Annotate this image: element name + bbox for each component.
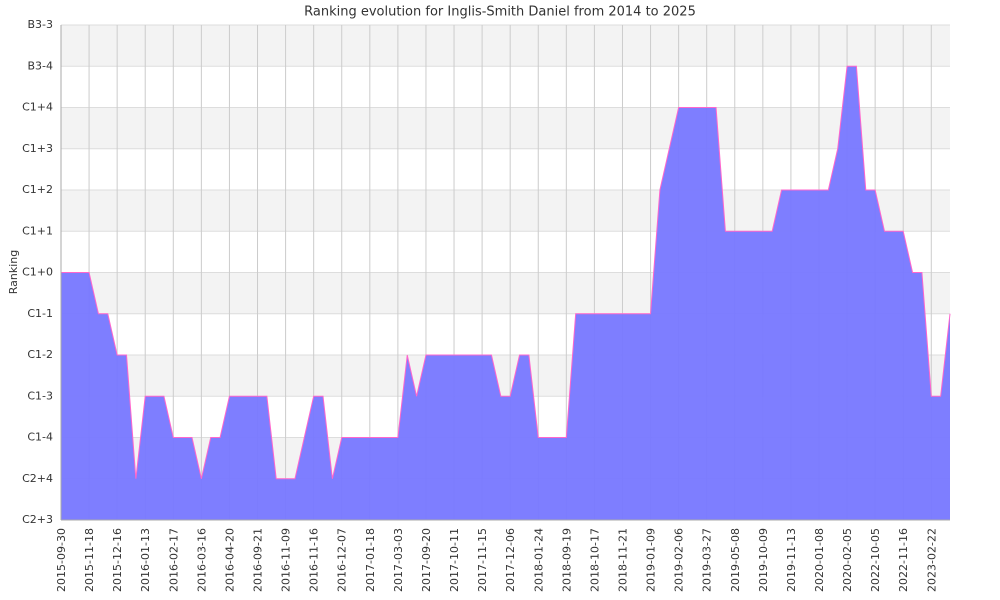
y-tick-label: C1-1 xyxy=(27,307,53,320)
x-tick-label: 2019-11-13 xyxy=(785,528,798,592)
x-tick-label: 2019-03-27 xyxy=(701,528,714,592)
y-tick-label: C1+1 xyxy=(22,224,53,237)
x-tick-label: 2016-04-20 xyxy=(223,528,236,592)
x-tick-label: 2018-11-21 xyxy=(616,528,629,592)
x-tick-label: 2019-10-09 xyxy=(757,528,770,592)
x-tick-label: 2018-10-17 xyxy=(588,528,601,592)
y-tick-label: C1+3 xyxy=(22,142,53,155)
x-tick-label: 2022-11-16 xyxy=(897,528,910,592)
y-tick-label: C2+4 xyxy=(22,472,53,485)
x-tick-label: 2016-11-09 xyxy=(280,528,293,592)
y-tick-label: C1-4 xyxy=(27,431,53,444)
y-tick-label: C1+0 xyxy=(22,266,53,279)
y-tick-label: C1-2 xyxy=(27,348,53,361)
x-tick-label: 2019-01-09 xyxy=(645,528,658,592)
x-tick-label: 2016-01-13 xyxy=(139,528,152,592)
x-tick-label: 2017-10-11 xyxy=(448,528,461,592)
x-tick-label: 2020-02-05 xyxy=(841,528,854,592)
x-tick-label: 2019-05-08 xyxy=(729,528,742,592)
x-tick-label: 2016-11-16 xyxy=(308,528,321,592)
x-tick-label: 2017-09-20 xyxy=(420,528,433,592)
x-tick-label: 2016-09-21 xyxy=(252,528,265,592)
grid-band xyxy=(61,25,950,67)
y-tick-label: C1+4 xyxy=(22,101,53,114)
chart-title: Ranking evolution for Inglis-Smith Danie… xyxy=(304,5,696,20)
x-tick-label: 2015-09-30 xyxy=(55,528,68,592)
y-tick-label: B3-3 xyxy=(27,18,53,31)
y-axis-label: Ranking xyxy=(7,250,20,295)
area xyxy=(61,66,950,520)
x-tick-label: 2016-02-17 xyxy=(167,528,180,592)
x-tick-label: 2023-02-22 xyxy=(925,528,938,592)
y-tick-label: C2+3 xyxy=(22,513,53,526)
y-tick-label: C1-3 xyxy=(27,389,53,402)
y-tick-label: C1+2 xyxy=(22,183,53,196)
x-tick-label: 2016-12-07 xyxy=(336,528,349,592)
x-tick-label: 2017-11-15 xyxy=(476,528,489,592)
x-tick-label: 2016-03-16 xyxy=(195,528,208,592)
x-tick-label: 2017-01-18 xyxy=(364,528,377,592)
y-tick-label: B3-4 xyxy=(27,59,53,72)
x-tick-label: 2015-11-18 xyxy=(83,528,96,592)
area-line xyxy=(61,65,951,480)
x-tick-label: 2022-10-05 xyxy=(869,528,882,592)
x-tick-label: 2018-09-19 xyxy=(560,528,573,592)
x-tick-label: 2018-01-24 xyxy=(532,528,545,592)
x-tick-label: 2017-03-03 xyxy=(392,528,405,592)
x-tick-label: 2017-12-06 xyxy=(504,528,517,592)
x-tick-label: 2020-01-08 xyxy=(813,528,826,592)
grid-band xyxy=(61,107,950,149)
x-tick-label: 2019-02-06 xyxy=(673,528,686,592)
x-tick-label: 2015-12-16 xyxy=(111,528,124,592)
